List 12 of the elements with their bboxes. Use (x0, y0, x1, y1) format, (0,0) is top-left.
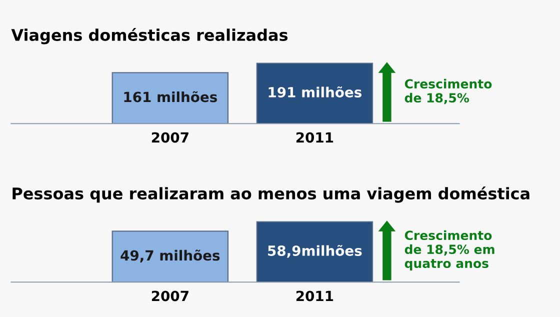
data-label: 49,7 milhões (120, 250, 220, 262)
x-tick-label: 2011 (296, 290, 334, 302)
x-tick-label: 2007 (152, 290, 188, 302)
x-tick-label: 2011 (296, 132, 334, 143)
annotation: Crescimento de 18,5% em quatro anos (404, 230, 494, 270)
chart-title: Pessoas que realizaram ao menos uma viagem doméstica (12, 186, 530, 203)
data-label: 161 milhões (124, 91, 217, 102)
data-label: 58,9milhões (268, 244, 362, 258)
data-label: 191 milhões (268, 86, 362, 98)
annotation: Crescimento de 18,5% (404, 78, 492, 104)
chart-title: Viagens domésticas realizadas (11, 28, 288, 44)
x-tick-label: 2007 (152, 132, 188, 143)
